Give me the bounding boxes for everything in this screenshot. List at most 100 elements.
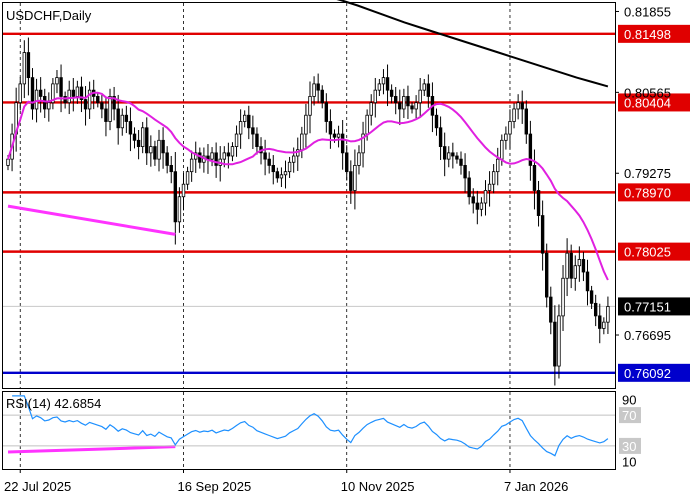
- candle-body: [169, 164, 173, 173]
- candle-body: [393, 96, 398, 104]
- candle: [308, 81, 312, 134]
- candle: [373, 77, 377, 118]
- candle-body: [606, 306, 610, 323]
- candle-body: [120, 114, 124, 129]
- candle: [38, 77, 43, 113]
- candle-body: [83, 99, 88, 110]
- candle-body: [124, 114, 129, 122]
- candle: [369, 94, 373, 126]
- candle: [169, 155, 173, 184]
- candle: [438, 116, 443, 161]
- candle: [598, 303, 602, 344]
- date-label-3: 7 Jan 2026: [504, 479, 568, 494]
- candle-body: [255, 133, 259, 147]
- candle: [312, 76, 316, 106]
- candle: [491, 164, 496, 194]
- candle: [104, 96, 108, 137]
- candle-body: [104, 108, 108, 122]
- candle-body: [504, 133, 508, 141]
- candle-body: [230, 146, 235, 157]
- level-label-bg-2: [618, 183, 690, 202]
- candle: [602, 317, 606, 335]
- candle: [553, 305, 557, 386]
- candle-body: [18, 83, 22, 104]
- candle: [242, 110, 247, 128]
- price-tick-label-0: 0.81855: [624, 4, 671, 19]
- candle: [230, 142, 235, 162]
- candle: [22, 40, 27, 99]
- candle-body: [336, 133, 341, 138]
- candle-body: [47, 102, 51, 110]
- candles: [6, 37, 610, 386]
- candle: [234, 125, 239, 157]
- candle-body: [328, 121, 333, 135]
- candle: [577, 246, 582, 282]
- candle: [55, 70, 59, 94]
- date-label-1: 16 Sep 2025: [177, 479, 251, 494]
- candle: [267, 152, 271, 174]
- candle-body: [442, 146, 447, 160]
- candle-body: [214, 152, 218, 166]
- candle-body: [75, 86, 80, 97]
- candle: [540, 200, 545, 271]
- candle-body: [434, 114, 439, 129]
- rsi-tick-label-2: 30: [622, 439, 636, 454]
- candle: [426, 74, 431, 108]
- candle: [181, 172, 186, 211]
- candle-body: [451, 152, 455, 157]
- candle: [275, 167, 280, 183]
- candle: [157, 129, 161, 172]
- candle: [189, 150, 194, 182]
- candle-body: [357, 152, 361, 166]
- ma-slow-line: [336, 0, 609, 88]
- candle: [410, 102, 414, 114]
- ma-fast-line: [7, 91, 609, 281]
- candle-body: [222, 152, 226, 160]
- candle-body: [438, 127, 443, 147]
- candle: [459, 151, 463, 175]
- candle: [536, 180, 541, 227]
- candle-body: [153, 146, 157, 160]
- candle: [545, 243, 549, 308]
- candle: [320, 85, 324, 109]
- candle: [565, 238, 569, 297]
- candle-body: [508, 121, 512, 135]
- candle-body: [38, 89, 43, 97]
- candle-body: [247, 114, 251, 129]
- candle-body: [6, 158, 10, 166]
- candle-body: [87, 89, 92, 110]
- candle: [381, 69, 386, 95]
- candle: [255, 127, 259, 155]
- candle: [471, 188, 475, 214]
- candle: [589, 285, 594, 309]
- candle-body: [275, 171, 280, 179]
- candle-body: [316, 83, 320, 91]
- candle-body: [136, 139, 141, 147]
- candle-body: [304, 114, 308, 135]
- candle-body: [459, 158, 463, 166]
- price-tick-label-1: 0.80565: [624, 85, 671, 100]
- candle-body: [463, 164, 467, 179]
- candle: [145, 117, 149, 165]
- candle-body: [565, 252, 569, 279]
- candle-body: [320, 89, 324, 104]
- level-label-bg-1: [618, 93, 690, 112]
- price-tick-label-3: 0.76695: [624, 328, 671, 343]
- candle: [116, 94, 120, 145]
- candle: [504, 126, 508, 150]
- price-tick-label-2: 0.79275: [624, 166, 671, 181]
- candle-body: [475, 202, 480, 210]
- candle-body: [581, 259, 586, 273]
- candle-body: [593, 302, 598, 317]
- candle: [247, 105, 251, 140]
- rsi-level-label-bg-2: [619, 437, 641, 454]
- candle-body: [234, 133, 239, 147]
- candle-body: [373, 89, 377, 104]
- candle: [51, 78, 55, 110]
- candle-body: [520, 102, 524, 110]
- candle-body: [467, 177, 471, 198]
- candle-body: [22, 52, 27, 85]
- candle: [140, 121, 145, 154]
- candle-body: [67, 89, 71, 104]
